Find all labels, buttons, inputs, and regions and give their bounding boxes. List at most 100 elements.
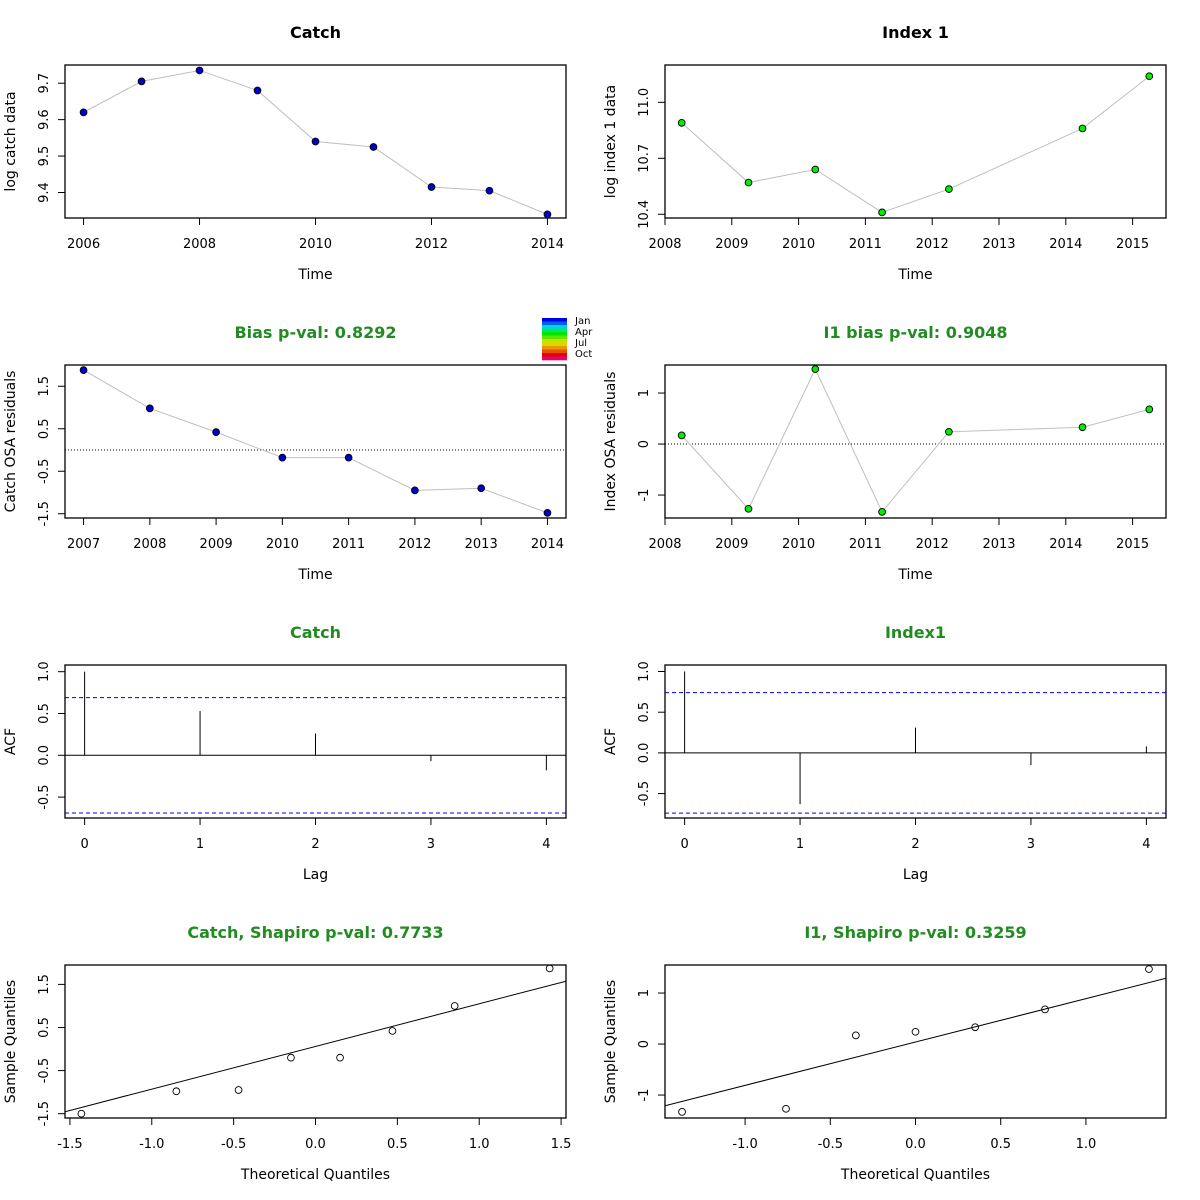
data-point — [945, 185, 953, 193]
x-tick-label: 2014 — [1049, 237, 1082, 252]
data-point — [212, 428, 220, 437]
x-tick-label: 2012 — [916, 537, 949, 552]
qq-point — [450, 1002, 459, 1010]
qq-point — [172, 1087, 181, 1096]
x-axis: 2008 2009 2010 2011 2012 2013 2014 2015 — [648, 218, 1149, 252]
x-axis-label: Theoretical Quantiles — [840, 1167, 990, 1183]
y-tick-label: 1 — [637, 389, 652, 397]
data-point — [811, 165, 820, 174]
x-tick-label: 2006 — [67, 237, 100, 252]
qq-point — [388, 1027, 397, 1035]
x-tick-label: 2009 — [715, 237, 748, 252]
x-axis: -1.0 -0.5 0.0 0.5 1.0 — [732, 1118, 1096, 1152]
y-tick-label: 0.0 — [637, 743, 652, 764]
data-point — [677, 118, 686, 127]
data-point — [945, 427, 953, 436]
y-axis: 10.4 10.7 11.0 — [637, 88, 665, 229]
x-tick-label: 2011 — [849, 237, 882, 252]
data-point — [344, 453, 353, 462]
x-tick-label: 2013 — [982, 537, 1015, 552]
data-point — [485, 186, 494, 195]
legend-color-swatch — [542, 335, 567, 340]
y-axis-label: log catch data — [3, 91, 19, 191]
qq-point — [234, 1086, 243, 1094]
qq-point — [545, 965, 554, 973]
x-tick-label: 2010 — [782, 237, 815, 252]
x-axis: 2006 2008 2010 2012 2014 — [67, 218, 564, 252]
data-point — [677, 431, 686, 440]
chart-title: Catch — [290, 23, 341, 42]
plot-area — [677, 72, 1154, 217]
legend-color-swatch — [542, 321, 567, 326]
y-axis: -0.5 0.0 0.5 1.0 — [637, 661, 665, 806]
y-tick-label: -1 — [637, 489, 652, 502]
y-axis-label: ACF — [3, 728, 19, 755]
legend-color-swatch — [542, 339, 567, 343]
x-tick-label: 3 — [427, 837, 435, 852]
plot-frame — [64, 64, 567, 219]
x-tick-label: -0.5 — [221, 1137, 246, 1152]
plot-area — [79, 66, 552, 218]
y-tick-label: 0.5 — [37, 1017, 52, 1038]
y-tick-label: -1.5 — [37, 1101, 52, 1126]
legend-color-swatch — [542, 328, 567, 333]
y-axis: 9.4 9.5 9.6 9.7 — [37, 73, 65, 203]
chart-panel-5: Catch 0 1 2 3 4 Lag -0.5 0.0 0.5 1.0 ACF — [3, 623, 567, 883]
chart-title: I1 bias p-val: 0.9048 — [824, 323, 1008, 342]
x-axis: -1.5 -1.0 -0.5 0.0 0.5 1.0 1.5 — [57, 1118, 571, 1152]
y-tick-label: 9.4 — [37, 182, 52, 203]
x-tick-label: 2007 — [67, 537, 100, 552]
qq-point — [1041, 1005, 1049, 1014]
x-tick-label: 2013 — [465, 537, 498, 552]
data-point — [1145, 72, 1154, 81]
legend-label: Apr — [575, 327, 593, 338]
x-tick-label: 0.5 — [387, 1137, 408, 1152]
y-axis: -1.5 -0.5 0.5 1.5 — [37, 376, 65, 526]
y-axis-label: Sample Quantiles — [3, 980, 19, 1103]
legend-color-swatch — [542, 332, 567, 336]
y-tick-label: 1.0 — [37, 661, 52, 682]
qq-point — [77, 1109, 86, 1118]
plot-area — [665, 365, 1166, 516]
x-axis: 2008 2009 2010 2011 2012 2013 2014 2015 — [648, 518, 1149, 552]
x-tick-label: 2015 — [1116, 237, 1149, 252]
plot-area — [65, 965, 566, 1118]
qq-point — [782, 1104, 790, 1113]
x-axis-label: Time — [297, 567, 332, 583]
qq-reference-line — [65, 980, 566, 1113]
data-point — [145, 404, 154, 413]
series-line — [681, 75, 1150, 213]
y-tick-label: 11.0 — [637, 88, 652, 117]
x-tick-label: -1.0 — [732, 1137, 757, 1152]
x-axis: 0 1 2 3 4 — [680, 818, 1151, 852]
y-tick-label: 10.4 — [637, 200, 652, 229]
data-point — [744, 178, 753, 187]
chart-title: Catch — [290, 623, 341, 642]
y-tick-label: -0.5 — [637, 781, 652, 806]
plot-frame — [664, 364, 1167, 519]
x-tick-label: 2014 — [1049, 537, 1082, 552]
qq-point — [1145, 965, 1153, 973]
legend-color-swatch — [542, 349, 567, 354]
x-tick-label: 0.5 — [990, 1137, 1011, 1152]
y-tick-label: 1.5 — [37, 376, 52, 397]
y-tick-label: 0 — [637, 440, 652, 448]
legend-color-swatch — [542, 325, 567, 329]
y-tick-label: 10.7 — [637, 144, 652, 173]
chart-panel-7: Catch, Shapiro p-val: 0.7733 -1.5 -1.0 -0.5… — [3, 923, 571, 1183]
x-tick-label: -1.0 — [139, 1137, 164, 1152]
x-tick-label: 2008 — [648, 237, 681, 252]
x-axis-label: Time — [897, 567, 932, 583]
y-tick-label: 9.5 — [37, 146, 52, 167]
x-tick-label: 2015 — [1116, 537, 1149, 552]
x-axis-label: Lag — [903, 867, 928, 883]
qq-point — [678, 1108, 686, 1116]
y-tick-label: 1 — [637, 989, 652, 997]
plot-area — [65, 671, 566, 814]
x-tick-label: 2008 — [648, 537, 681, 552]
data-point — [278, 453, 287, 462]
x-tick-label: 1.0 — [1076, 1137, 1097, 1152]
